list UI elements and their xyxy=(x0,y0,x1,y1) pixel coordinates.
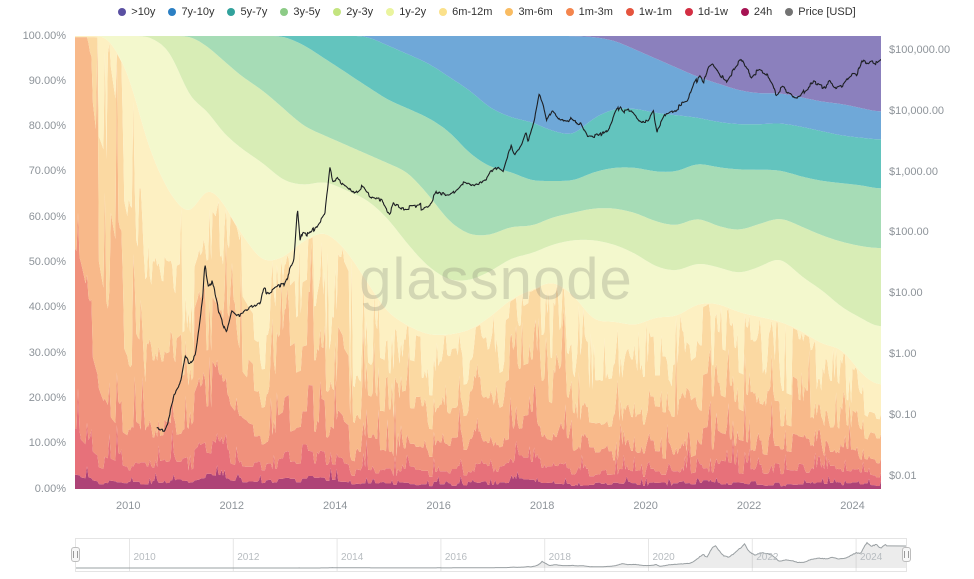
legend-item-2y-3y[interactable]: 2y-3y xyxy=(333,6,373,18)
legend-item-3m-6m[interactable]: 3m-6m xyxy=(505,6,553,18)
y-right-tick-label: $100,000.00 xyxy=(889,43,951,56)
legend-item-Price [USD][interactable]: Price [USD] xyxy=(785,6,856,18)
legend-item-1y-2y[interactable]: 1y-2y xyxy=(386,6,426,18)
legend-label: 2y-3y xyxy=(346,6,374,18)
x-tick-label: 2018 xyxy=(529,500,555,512)
legend-dot-icon xyxy=(118,8,127,16)
legend-label: 3m-6m xyxy=(518,6,553,18)
legend-item-1w-1m[interactable]: 1w-1m xyxy=(625,6,672,18)
navigator-year-label: 2018 xyxy=(548,552,571,563)
navigator-year-label: 2012 xyxy=(237,552,260,563)
navigator-area-fill xyxy=(76,542,906,568)
x-tick-label: 2012 xyxy=(219,500,244,512)
legend-dot-icon xyxy=(439,8,448,16)
handle-grip-icon xyxy=(73,551,78,558)
navigator-price-line xyxy=(76,541,906,569)
chart-legend: >10y 7y-10y 5y-7y 3y-5y 2y-3y 1y-2y 6m-12m 3m-6… xyxy=(0,3,974,21)
stacked-area-chart[interactable] xyxy=(75,36,881,489)
y-right-tick-label: $10.00 xyxy=(889,287,923,300)
x-tick-label: 2016 xyxy=(426,500,451,512)
y-right-tick-label: $1.00 xyxy=(889,348,917,361)
navigator-right-handle[interactable] xyxy=(902,547,911,562)
handle-grip-icon xyxy=(904,551,909,558)
legend-dot-icon xyxy=(227,8,236,16)
legend-label: 1m-3m xyxy=(578,6,613,18)
y-left-tick-label: 10.00% xyxy=(28,437,66,450)
legend-item-3y-5y[interactable]: 3y-5y xyxy=(280,6,320,18)
legend-item-1m-3m[interactable]: 1m-3m xyxy=(565,6,613,18)
legend-item-5y-7y[interactable]: 5y-7y xyxy=(227,6,267,18)
y-right-tick-label: $0.10 xyxy=(889,408,917,421)
y-left-tick-label: 100.00% xyxy=(22,29,66,42)
y-right-tick-label: $0.01 xyxy=(889,469,917,482)
band-area-3y-5y[interactable] xyxy=(75,36,881,249)
y-right-tick-label: $1,000.00 xyxy=(889,165,938,178)
band-area-7y-10y[interactable] xyxy=(75,36,881,140)
legend-dot-icon xyxy=(625,8,634,16)
legend-label: 1w-1m xyxy=(638,6,672,18)
x-tick-label: 2024 xyxy=(840,500,865,512)
legend-label: Price [USD] xyxy=(798,6,856,18)
y-right-tick-label: $10,000.00 xyxy=(889,104,945,117)
band-area-1y-2y[interactable] xyxy=(75,36,881,385)
x-tick-label: 2010 xyxy=(116,500,141,512)
navigator-left-handle[interactable] xyxy=(71,547,80,562)
legend-dot-icon xyxy=(785,8,794,16)
navigator-year-label: 2022 xyxy=(756,552,779,563)
price-line[interactable] xyxy=(156,58,881,432)
navigator-mini-chart[interactable] xyxy=(76,539,906,571)
x-tick-label: 2014 xyxy=(322,500,348,512)
band-area-6m-12m[interactable] xyxy=(75,36,881,420)
y-left-tick-label: 70.00% xyxy=(28,165,66,178)
navigator-year-label: 2016 xyxy=(444,552,468,563)
band-area-3m-6m[interactable] xyxy=(75,37,881,440)
y-left-tick-label: 50.00% xyxy=(28,256,66,268)
legend-dot-icon xyxy=(386,8,395,16)
y-left-tick-label: 60.00% xyxy=(28,210,66,223)
y-left-tick-label: 0.00% xyxy=(34,482,66,495)
band-area-1d-1w[interactable] xyxy=(75,388,881,487)
x-tick-label: 2022 xyxy=(736,500,762,512)
plot-area[interactable]: glassnode xyxy=(75,36,881,489)
legend-label: 24h xyxy=(753,6,773,18)
navigator-year-label: 2014 xyxy=(341,552,364,563)
legend-item-7y-10y[interactable]: 7y-10y xyxy=(168,6,214,18)
y-left-tick-label: 20.00% xyxy=(28,391,66,404)
y-left-tick-label: 40.00% xyxy=(28,301,66,314)
band-area-2y-3y[interactable] xyxy=(75,36,881,327)
y-left-tick-label: 80.00% xyxy=(28,120,66,133)
legend-label: >10y xyxy=(131,6,156,18)
band-area-1w-1m[interactable] xyxy=(75,212,881,478)
legend-dot-icon xyxy=(280,8,289,16)
legend-item-24h[interactable]: 24h xyxy=(740,6,773,18)
navigator-year-label: 2020 xyxy=(652,552,675,563)
navigator-year-label: 2010 xyxy=(133,552,156,563)
legend-dot-icon xyxy=(565,8,574,16)
band-area-1m-3m[interactable] xyxy=(75,37,881,464)
band-area-24h[interactable] xyxy=(75,465,881,489)
y-left-tick-label: 30.00% xyxy=(28,346,66,359)
legend-label: 3y-5y xyxy=(293,6,321,18)
legend-label: 7y-10y xyxy=(181,6,215,18)
legend-label: 1y-2y xyxy=(399,6,427,18)
legend-item-1d-1w[interactable]: 1d-1w xyxy=(684,6,728,18)
legend-dot-icon xyxy=(684,8,693,16)
navigator[interactable]: 2010 2012 2014 2016 2018 2020 2022 2024 xyxy=(71,538,911,572)
x-tick-label: 2020 xyxy=(633,500,658,512)
y-right-tick-label: $100.00 xyxy=(889,226,929,239)
legend-item->10y[interactable]: >10y xyxy=(118,6,155,18)
navigator-year-label: 2024 xyxy=(860,552,883,563)
legend-dot-icon xyxy=(505,8,514,16)
legend-dot-icon xyxy=(740,8,749,16)
band-area-5y-7y[interactable] xyxy=(75,36,881,189)
legend-dot-icon xyxy=(333,8,342,16)
legend-label: 5y-7y xyxy=(240,6,268,18)
legend-label: 6m-12m xyxy=(452,6,493,18)
legend-dot-icon xyxy=(168,8,177,16)
legend-item-6m-12m[interactable]: 6m-12m xyxy=(439,6,492,18)
band-area->10y[interactable] xyxy=(75,36,881,112)
y-left-tick-label: 90.00% xyxy=(28,74,66,87)
legend-label: 1d-1w xyxy=(697,6,728,18)
